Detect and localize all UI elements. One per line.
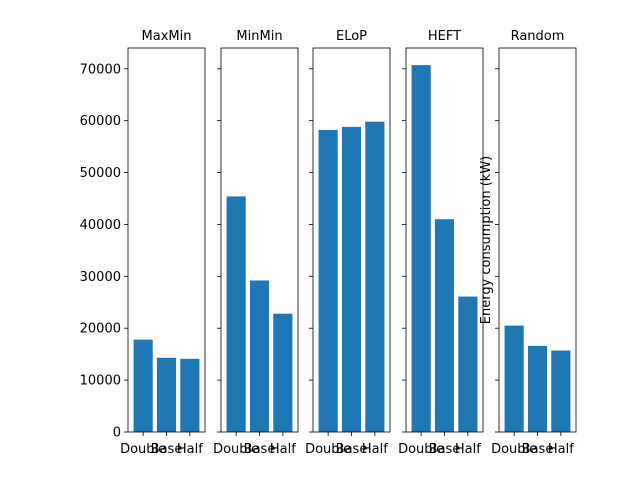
y-tick-label: 10000 [80,374,121,389]
x-tick-label: Base [522,442,554,457]
panel-title: ELoP [336,29,367,44]
y-axis-label: Energy consumption (kW) [479,156,494,324]
bar-random-double [504,325,524,432]
bar-heft-base [434,219,455,432]
axes-frame [312,47,391,433]
y-tick-label: 20000 [80,322,121,337]
chart-panels: DoubleBaseHalf01000020000300004000050000… [80,29,577,457]
x-tick-label: Double [305,442,351,457]
bar-minmin-double [226,196,246,432]
bar-minmin-half [273,313,293,432]
bar-minmin-base [249,280,270,432]
axes-frame [498,47,577,433]
y-tick-label: 70000 [80,62,121,77]
bar-random-half [551,350,571,432]
x-tick-label: Double [398,442,444,457]
x-tick-label: Base [151,442,183,457]
x-tick-label: Base [336,442,368,457]
bar-heft-half [458,296,478,432]
panel-title: HEFT [428,29,461,44]
y-tick-label: 50000 [80,166,121,181]
y-tick-label: 40000 [80,218,121,233]
x-tick-label: Base [244,442,276,457]
x-tick-label: Half [177,442,203,457]
y-tick-label: 60000 [80,114,121,129]
axes-frame [405,47,484,433]
bar-maxmin-base [156,357,177,432]
axes-frame [220,47,299,433]
x-tick-label: Half [362,442,388,457]
panel-title: MaxMin [142,29,192,44]
x-tick-label: Double [120,442,166,457]
x-tick-label: Base [429,442,461,457]
y-tick-label: 0 [113,426,121,441]
x-tick-label: Half [455,442,481,457]
bar-elop-double [318,129,338,433]
axes-frame [127,47,206,433]
bar-heft-double [411,65,431,433]
x-tick-label: Double [213,442,259,457]
bar-elop-base [341,126,362,432]
bar-maxmin-half [180,358,200,432]
panel-title: Random [511,29,565,44]
panel-title: MinMin [236,29,282,44]
bar-random-base [527,345,548,432]
x-tick-label: Half [548,442,574,457]
bar-elop-half [365,121,385,432]
y-tick-label: 30000 [80,270,121,285]
x-tick-label: Half [270,442,296,457]
bar-maxmin-double [133,339,153,432]
x-tick-label: Double [491,442,537,457]
